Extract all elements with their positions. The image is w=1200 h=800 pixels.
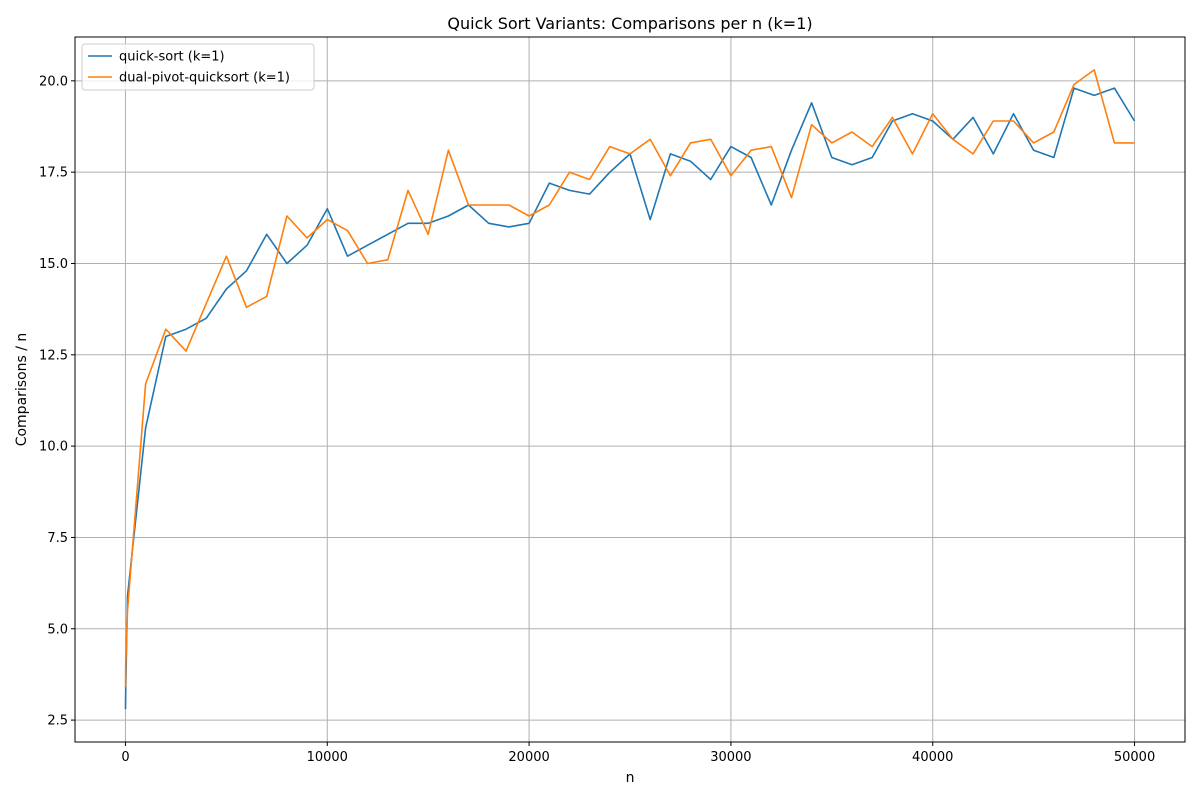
y-tick-label: 12.5: [39, 348, 68, 363]
y-tick-label: 7.5: [47, 531, 68, 546]
x-axis-label: n: [626, 770, 635, 786]
plot-frame: [74, 36, 1186, 743]
axis-ticks: 0 10000 20000 30000 40000 50000 2.5 5.0 7.5 10.0 1…: [39, 74, 1155, 765]
series-line-quick-sort: [124, 87, 1136, 710]
y-tick-label: 2.5: [47, 714, 68, 729]
y-tick-label: 5.0: [47, 622, 68, 637]
x-tick-label: 0: [121, 750, 129, 765]
x-tick-label: 10000: [307, 750, 348, 765]
chart-title: Quick Sort Variants: Comparisons per n (…: [447, 14, 812, 33]
plot-series: [124, 69, 1136, 710]
grid-lines: [75, 37, 1185, 742]
y-tick-label: 20.0: [39, 74, 68, 89]
legend: quick-sort (k=1) dual-pivot-quicksort (k=…: [81, 43, 315, 91]
x-tick-label: 20000: [508, 750, 549, 765]
y-tick-label: 15.0: [39, 257, 68, 272]
y-tick-label: 17.5: [39, 166, 68, 181]
y-tick-label: 10.0: [39, 440, 68, 455]
legend-box: [81, 43, 315, 91]
legend-label: quick-sort (k=1): [119, 50, 225, 65]
legend-label: dual-pivot-quicksort (k=1): [119, 71, 290, 86]
x-tick-label: 40000: [912, 750, 953, 765]
x-tick-label: 30000: [710, 750, 751, 765]
series-line-dual-pivot-quicksort: [124, 69, 1135, 688]
x-tick-label: 50000: [1114, 750, 1155, 765]
y-axis-label: Comparisons / n: [14, 333, 30, 447]
